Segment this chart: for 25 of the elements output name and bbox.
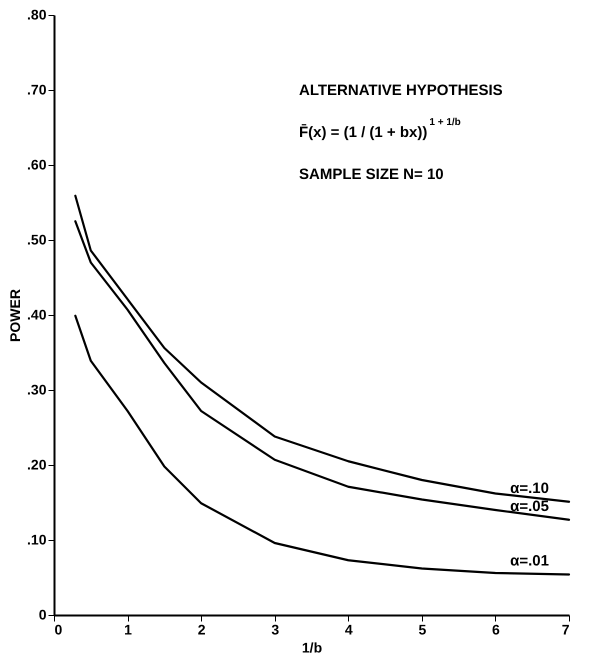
annotation: ALTERNATIVE HYPOTHESIS bbox=[299, 82, 503, 99]
y-tick-label: .70 bbox=[27, 82, 47, 98]
series-label: α=.01 bbox=[510, 552, 549, 570]
y-tick-label: .80 bbox=[27, 6, 47, 22]
x-tick-label: 5 bbox=[418, 622, 426, 638]
y-axis-title: POWER bbox=[7, 289, 24, 342]
x-tick-label: 0 bbox=[54, 622, 62, 638]
y-tick-label: .30 bbox=[27, 382, 47, 398]
x-tick-label: 6 bbox=[492, 622, 500, 638]
series-label: α=.05 bbox=[510, 498, 549, 515]
line-series bbox=[74, 314, 570, 576]
y-tick-label: .60 bbox=[27, 156, 47, 172]
series-label: α=.10 bbox=[510, 480, 549, 497]
y-tick-label: .50 bbox=[27, 232, 47, 248]
annotation: SAMPLE SIZE N= 10 bbox=[299, 166, 444, 183]
x-tick-label: 1 bbox=[124, 622, 132, 638]
x-axis-title: 1/b bbox=[302, 640, 322, 656]
y-tick-label: 0 bbox=[38, 606, 47, 622]
y-tick-label: .40 bbox=[27, 306, 47, 322]
x-tick-label: 2 bbox=[198, 622, 206, 638]
y-tick-label: .10 bbox=[27, 532, 47, 548]
x-tick-label: 3 bbox=[271, 622, 280, 638]
x-tick-label: 7 bbox=[562, 622, 570, 638]
y-tick-label: .20 bbox=[27, 456, 47, 472]
x-tick-label: 4 bbox=[344, 622, 353, 638]
